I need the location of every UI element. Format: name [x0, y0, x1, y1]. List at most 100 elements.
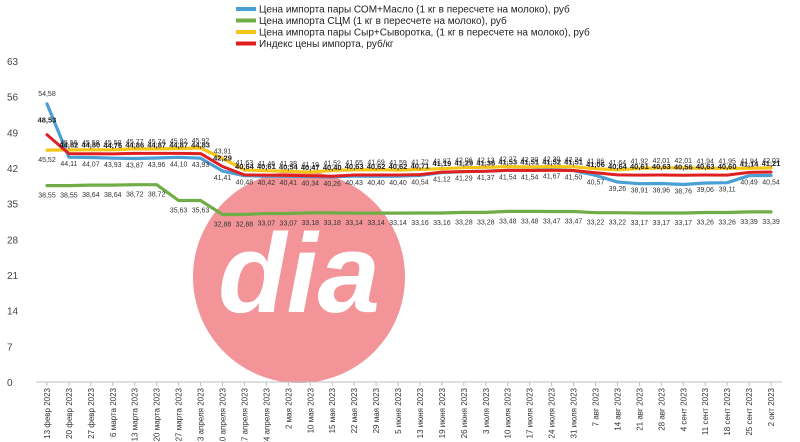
x-tick-label: 27 февр 2023 [87, 387, 96, 438]
data-label: 38,96 [653, 187, 671, 194]
data-label: 45,52 [38, 157, 56, 164]
y-tick-label: 14 [7, 307, 19, 318]
data-label: 40,47 [301, 163, 320, 172]
data-label: 40,26 [323, 181, 341, 188]
x-tick-label: 10 мая 2023 [306, 387, 315, 433]
data-label: 44,86 [125, 140, 144, 149]
data-label: 44,07 [82, 161, 100, 168]
data-label: 44,10 [170, 161, 188, 168]
data-label: 41,67 [543, 174, 561, 181]
data-label: 44,80 [81, 141, 100, 150]
data-label: 33,28 [455, 219, 473, 226]
x-tick-label: 13 февр 2023 [43, 387, 52, 438]
y-tick-label: 21 [7, 271, 19, 282]
series-line-2 [45, 146, 773, 174]
data-label: 33,17 [653, 220, 671, 227]
x-tick-label: 10 апреля 2023 [219, 387, 228, 442]
y-tick-label: 35 [7, 200, 19, 211]
data-label: 45,74 [148, 139, 166, 146]
data-label: 40,62 [389, 162, 408, 171]
data-label: 40,61 [257, 162, 276, 171]
data-label: 40,63 [652, 162, 671, 171]
data-label: 42,20 [521, 157, 539, 164]
x-tick-label: 27 марта 2023 [175, 387, 184, 441]
data-label: 45,58 [104, 140, 122, 147]
x-tick-label: 26 июня 2023 [460, 387, 469, 438]
x-tick-label: 17 июля 2023 [526, 387, 535, 438]
data-label: 42,24 [565, 157, 583, 164]
data-label: 42,29 [213, 154, 232, 163]
data-label: 41,52 [323, 160, 341, 167]
data-label: 41,29 [454, 159, 473, 168]
data-label: 44,82 [60, 141, 79, 150]
data-label: 39,06 [696, 187, 714, 194]
data-label: 35,63 [170, 207, 188, 214]
data-label: 33,26 [718, 220, 736, 227]
data-label: 40,63 [696, 162, 715, 171]
x-tick-label: 3 июля 2023 [482, 387, 491, 434]
data-label: 40,48 [236, 180, 254, 187]
x-tick-label: 24 июля 2023 [548, 387, 557, 438]
data-label: 40,41 [280, 180, 298, 187]
data-label: 38,55 [38, 193, 56, 200]
x-tick-label: 20 февр 2023 [65, 387, 74, 438]
data-label: 40,63 [345, 162, 364, 171]
x-tick-label: 24 апреля 2023 [262, 387, 271, 442]
x-axis: 13 февр 2023 20 февр 2023 27 февр 2023 6 ма… [36, 381, 782, 442]
data-label: 45,58 [82, 140, 100, 147]
data-label: 54,58 [38, 91, 56, 98]
data-label: 33,26 [696, 220, 714, 227]
data-label: 33,22 [587, 220, 605, 227]
x-tick-label: 7 авг 2023 [592, 387, 601, 426]
x-tick-label: 4 сент 2023 [679, 387, 688, 431]
data-label: 38,64 [104, 192, 122, 199]
data-label: 33,17 [674, 220, 692, 227]
data-label: 40,34 [301, 180, 319, 187]
data-label: 40,61 [630, 162, 649, 171]
data-label: 40,43 [345, 180, 363, 187]
data-label: 38,72 [126, 192, 144, 199]
data-label: 33,39 [762, 219, 780, 226]
data-label: 33,48 [521, 218, 539, 225]
data-label: 38,72 [148, 192, 166, 199]
x-tick-label: 13 марта 2023 [131, 387, 140, 441]
data-label: 41,06 [586, 160, 605, 169]
x-tick-label: 20 марта 2023 [153, 387, 162, 441]
x-tick-label: 25 сент 2023 [745, 387, 754, 435]
x-tick-label: 14 авг 2023 [613, 387, 622, 430]
y-tick-label: 7 [7, 342, 13, 353]
data-label: 45,82 [170, 139, 188, 146]
data-label: 43,96 [148, 162, 166, 169]
data-label: 40,49 [740, 180, 758, 187]
data-label: 41,59 [389, 160, 407, 167]
data-label: 40,40 [389, 180, 407, 187]
data-label: 41,53 [498, 157, 517, 166]
data-label: 45,77 [126, 139, 144, 146]
data-label: 45,56 [60, 140, 78, 147]
data-label: 41,65 [345, 160, 363, 167]
y-tick-label: 63 [7, 57, 19, 68]
data-label: 44,11 [60, 161, 77, 168]
data-label: 40,71 [411, 162, 430, 171]
data-label: 41,14 [740, 159, 760, 168]
x-tick-label: 15 мая 2023 [328, 387, 337, 433]
data-label: 42,30 [543, 156, 561, 163]
y-tick-label: 0 [7, 378, 13, 389]
data-label: 40,40 [323, 163, 342, 172]
data-label: 42,03 [762, 158, 780, 165]
data-label: 41,52 [542, 157, 561, 166]
data-label: 41,46 [258, 161, 276, 168]
data-label: 40,57 [587, 179, 605, 186]
y-tick-label: 56 [7, 93, 19, 104]
data-label: 41,72 [411, 159, 429, 166]
data-label: 44,87 [147, 140, 166, 149]
data-label: 41,19 [301, 162, 319, 169]
data-label: 40,62 [367, 162, 386, 171]
x-tick-label: 18 сент 2023 [723, 387, 732, 435]
data-label: 40,40 [367, 180, 385, 187]
data-label: 41,21 [762, 159, 781, 168]
data-label: 33,18 [301, 220, 319, 227]
data-label: 41,94 [740, 158, 758, 165]
y-axis: 0 7 14 21 28 35 42 49 56 63 [7, 57, 19, 389]
data-label: 43,93 [192, 162, 210, 169]
